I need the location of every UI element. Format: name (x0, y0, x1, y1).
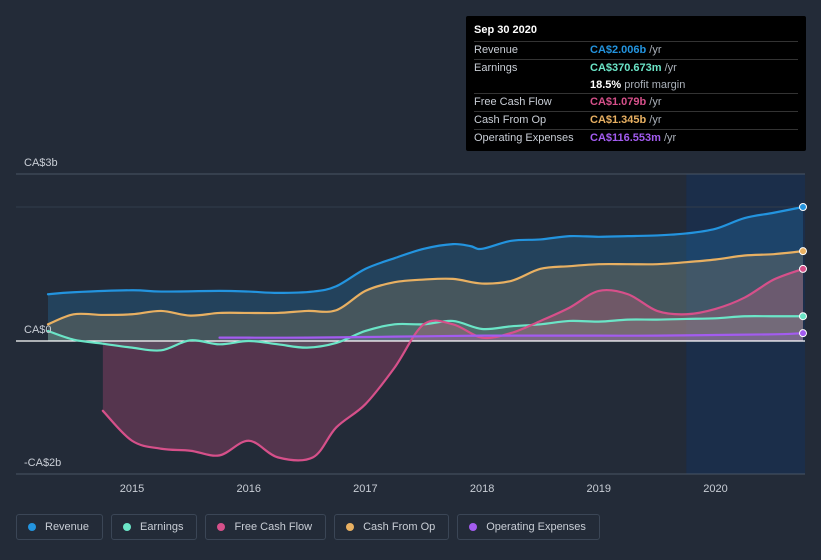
tooltip-value: CA$2.006b (590, 44, 647, 56)
y-tick-label: CA$0 (24, 324, 52, 336)
tooltip-unit: /yr (649, 114, 662, 127)
forecast-band (686, 174, 805, 474)
tooltip-value: CA$1.079b (590, 96, 647, 109)
cash-from-op-line (46, 250, 805, 326)
x-tick-label: 2019 (587, 483, 611, 495)
legend-item-revenue[interactable]: Revenue (16, 514, 104, 540)
x-tick-label: 2020 (703, 483, 727, 495)
free-cash-flow-line (101, 267, 805, 462)
tooltip-row: Free Cash Flow CA$1.079b/yr (474, 93, 798, 111)
tooltip-label: Free Cash Flow (474, 96, 552, 109)
tooltip-panel: Sep 30 2020 Revenue CA$2.006b/yr Earnings C… (466, 16, 806, 151)
y-tick-label: CA$3b (24, 157, 58, 169)
legend-label: Earnings (140, 521, 184, 533)
legend-item-cash-from-op[interactable]: Cash From Op (334, 514, 450, 540)
operating-expenses-end-dot (799, 329, 807, 338)
tooltip-value: CA$370.673m (590, 61, 662, 74)
x-tick-label: 2015 (120, 483, 144, 495)
legend-label: Revenue (45, 521, 90, 533)
x-tick-label: 2016 (236, 483, 260, 495)
cash-from-op-area (48, 251, 803, 341)
free-cash-flow-area (102, 268, 803, 461)
revenue-line (46, 205, 805, 296)
legend-label: Cash From Op (363, 521, 436, 533)
x-axis-labels: 2015 2016 2017 2018 2019 2020 (120, 483, 728, 495)
tooltip-row: Operating Expenses CA$116.553m/yr (474, 128, 798, 147)
operating-expenses-area (219, 333, 804, 341)
tooltip-value: CA$1.345b (590, 114, 647, 127)
tooltip-row: Revenue CA$2.006b/yr (474, 41, 798, 59)
legend-item-earnings[interactable]: Earnings (111, 514, 198, 540)
tooltip-unit: /yr (664, 61, 677, 74)
tooltip-unit: /yr (649, 96, 662, 109)
tooltip-label: Revenue (474, 44, 519, 56)
x-tick-label: 2018 (470, 483, 494, 495)
operating-expenses-line (218, 332, 805, 339)
legend-dot-icon (217, 523, 226, 531)
legend-dot-icon (123, 523, 132, 531)
legend: Revenue Earnings Free Cash Flow Cash From O… (16, 514, 600, 540)
legend-item-free-cash-flow[interactable]: Free Cash Flow (205, 514, 327, 540)
tooltip-unit: /yr (663, 131, 677, 144)
legend-item-operating-expenses[interactable]: Operating Expenses (457, 514, 600, 540)
series-areas (48, 206, 804, 461)
tooltip-row: 18.5% profit margin (474, 77, 798, 94)
tooltip-unit: /yr (649, 44, 662, 56)
tooltip-unit: profit margin (624, 78, 686, 91)
tooltip-rows: Revenue CA$2.006b/yr Earnings CA$370.673m/y… (474, 41, 798, 147)
tooltip-label: Earnings (474, 61, 518, 74)
series-end-dots (799, 202, 807, 338)
tooltip-row: Cash From Op CA$1.345b/yr (474, 111, 798, 129)
legend-dot-icon (346, 523, 355, 531)
tooltip-value: 18.5% (590, 78, 622, 91)
tooltip-label: Cash From Op (474, 114, 547, 127)
y-tick-label: -CA$2b (24, 457, 61, 469)
series-lines (46, 205, 805, 462)
cash-from-op-end-dot (799, 247, 807, 256)
x-tick-label: 2017 (353, 483, 377, 495)
tooltip-label (474, 77, 590, 94)
tooltip-row: Earnings CA$370.673m/yr (474, 58, 798, 77)
legend-label: Operating Expenses (486, 521, 586, 533)
tooltip-label: Operating Expenses (474, 131, 574, 144)
tooltip-value: CA$116.553m (590, 131, 661, 144)
revenue-area (48, 206, 803, 341)
free-cash-flow-end-dot (799, 264, 807, 273)
revenue-end-dot (799, 202, 807, 211)
earnings-end-dot (799, 312, 807, 321)
tooltip-date: Sep 30 2020 (474, 24, 537, 36)
legend-dot-icon (28, 523, 36, 531)
legend-label: Free Cash Flow (234, 521, 313, 533)
legend-dot-icon (469, 523, 478, 531)
y-axis-labels: CA$3b CA$0 -CA$2b (24, 157, 61, 469)
